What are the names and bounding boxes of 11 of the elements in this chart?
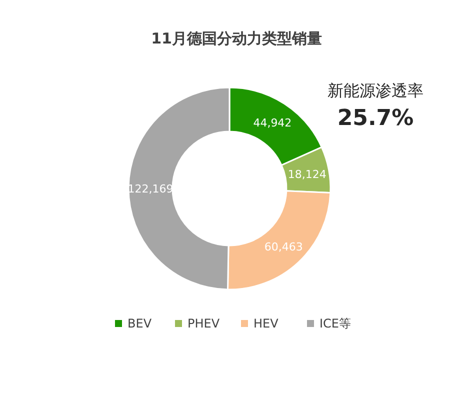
data-label: 122,169 <box>128 182 174 196</box>
data-label: 18,124 <box>288 168 326 182</box>
text: 25.7% <box>337 106 414 131</box>
legend-label: BEV <box>128 316 152 330</box>
legend-label: ICE等 <box>320 316 351 330</box>
legend-label: HEV <box>254 316 280 330</box>
text: 新能源渗透率 <box>328 81 424 100</box>
data-label: 44,942 <box>253 116 292 130</box>
legend-label: PHEV <box>188 316 220 330</box>
chart-title: 11月德国分动力类型销量 <box>151 30 322 48</box>
data-label: 60,463 <box>264 240 303 254</box>
